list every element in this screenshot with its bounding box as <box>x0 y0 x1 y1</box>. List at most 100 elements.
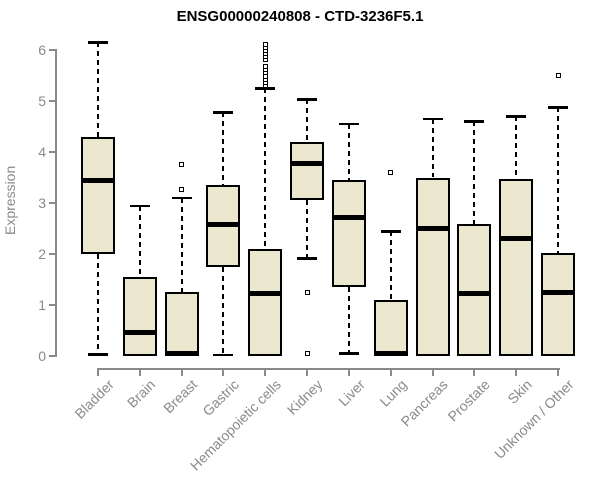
upper-whisker-line <box>222 112 225 186</box>
chart-title: ENSG00000240808 - CTD-3236F5.1 <box>176 8 424 25</box>
x-tick <box>473 368 476 376</box>
box <box>290 141 325 200</box>
upper-whisker-line <box>473 121 476 225</box>
x-tick-label: Breast <box>160 376 201 417</box>
median-line <box>290 160 325 166</box>
outlier-point <box>304 350 310 356</box>
box <box>541 252 576 356</box>
x-tick <box>557 368 560 376</box>
upper-whisker-line <box>138 205 141 277</box>
y-tick <box>49 202 56 204</box>
y-tick-label: 0 <box>38 348 46 364</box>
upper-whisker-line <box>264 88 267 249</box>
upper-whisker-cap <box>213 111 234 114</box>
median-line <box>164 350 199 356</box>
y-tick <box>49 151 56 153</box>
lower-whisker-line <box>222 266 225 355</box>
upper-whisker-line <box>389 231 392 300</box>
upper-whisker-cap <box>88 41 108 44</box>
outlier-point <box>179 162 185 168</box>
y-tick-label: 1 <box>38 297 46 313</box>
y-tick <box>49 100 56 102</box>
x-tick-label: Unknown / Other <box>491 376 577 462</box>
outlier-point <box>555 73 561 78</box>
x-tick <box>306 368 309 376</box>
upper-whisker-line <box>180 197 183 293</box>
lower-whisker-cap <box>338 352 359 355</box>
median-line <box>499 236 534 242</box>
box <box>331 180 366 288</box>
outlier-point <box>304 289 310 295</box>
y-tick-label: 2 <box>38 246 46 262</box>
upper-whisker-line <box>515 116 518 180</box>
x-tick-label: Kidney <box>284 376 326 418</box>
x-tick <box>515 368 518 376</box>
upper-whisker-cap <box>548 106 569 109</box>
box <box>248 248 283 356</box>
median-line <box>457 291 492 297</box>
box <box>164 292 199 356</box>
x-tick <box>347 368 350 376</box>
upper-whisker-cap <box>129 204 150 208</box>
upper-whisker-cap <box>338 122 359 126</box>
upper-whisker-cap <box>464 120 485 123</box>
upper-whisker-line <box>557 107 560 253</box>
y-tick-label: 5 <box>38 93 46 109</box>
median-line <box>248 291 283 297</box>
y-axis-line <box>55 49 57 357</box>
outlier-point <box>179 186 185 192</box>
median-line <box>206 222 241 228</box>
upper-whisker-cap <box>255 87 276 90</box>
upper-whisker-cap <box>506 115 527 118</box>
x-tick-label: Brain <box>124 376 159 411</box>
y-tick <box>49 49 56 51</box>
upper-whisker-line <box>97 42 99 137</box>
lower-whisker-line <box>306 199 309 259</box>
upper-whisker-cap <box>297 98 318 101</box>
x-tick <box>138 368 141 376</box>
lower-whisker-cap <box>297 257 318 260</box>
outlier-point <box>388 169 394 175</box>
median-line <box>331 214 366 220</box>
median-line <box>541 289 576 295</box>
x-tick <box>97 368 99 376</box>
lower-whisker-cap <box>88 353 108 356</box>
upper-whisker-cap <box>380 230 401 233</box>
lower-whisker-line <box>97 254 99 355</box>
x-tick-label: Liver <box>334 376 368 410</box>
upper-whisker-line <box>431 118 434 178</box>
median-line <box>373 350 408 356</box>
box <box>122 276 157 356</box>
box <box>81 136 115 254</box>
box <box>415 177 450 356</box>
x-tick <box>389 368 392 376</box>
y-tick <box>49 355 56 357</box>
y-tick-label: 4 <box>38 144 46 160</box>
lower-whisker-cap <box>213 353 234 357</box>
upper-whisker-cap <box>171 196 192 200</box>
upper-whisker-cap <box>422 117 443 121</box>
median-line <box>81 177 115 183</box>
outlier-point <box>262 64 268 70</box>
x-tick-label: Bladder <box>71 376 117 422</box>
upper-whisker-line <box>306 99 309 142</box>
upper-whisker-line <box>347 123 350 181</box>
x-tick <box>431 368 434 376</box>
box <box>499 179 534 356</box>
x-tick <box>264 368 267 376</box>
y-tick <box>49 304 56 306</box>
y-tick-label: 6 <box>38 42 46 58</box>
x-axis-line <box>97 368 561 370</box>
outlier-point <box>262 41 268 47</box>
y-tick-label: 3 <box>38 195 46 211</box>
median-line <box>122 329 157 335</box>
x-tick <box>222 368 225 376</box>
lower-whisker-line <box>347 287 350 354</box>
box <box>457 224 492 356</box>
x-tick-label: Skin <box>504 376 535 407</box>
x-tick-label: Prostate <box>444 376 493 425</box>
y-tick <box>49 253 56 255</box>
box <box>373 299 408 356</box>
